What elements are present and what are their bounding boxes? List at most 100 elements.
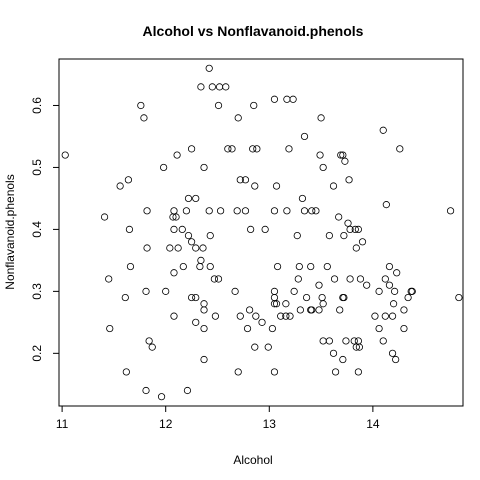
data-point	[283, 95, 291, 103]
data-point	[270, 293, 279, 302]
data-point	[400, 306, 408, 314]
data-point	[200, 324, 208, 333]
data-point	[246, 306, 254, 314]
data-point	[354, 368, 362, 376]
data-point	[272, 182, 281, 190]
data-point	[183, 386, 192, 395]
data-point	[315, 281, 323, 289]
data-point	[325, 337, 333, 345]
data-point	[316, 151, 324, 159]
data-point	[61, 151, 69, 159]
data-point	[296, 306, 304, 314]
data-point	[300, 207, 309, 215]
data-point	[160, 163, 168, 172]
data-point	[253, 145, 261, 153]
data-point	[300, 132, 309, 141]
data-point	[182, 207, 191, 215]
data-point	[323, 262, 331, 271]
data-point	[252, 312, 260, 320]
data-point	[222, 83, 230, 91]
data-point	[330, 275, 339, 283]
data-point	[289, 95, 297, 103]
data-point	[250, 101, 258, 110]
data-point	[142, 386, 150, 395]
data-point	[331, 368, 340, 376]
data-point	[341, 157, 349, 165]
y-axis-label: Nonflavanoid.phenols	[3, 174, 17, 289]
data-point	[170, 207, 178, 215]
plot-frame	[58, 58, 464, 407]
data-point	[346, 275, 354, 283]
data-point	[391, 287, 399, 295]
data-point	[308, 306, 316, 314]
data-point	[329, 349, 338, 357]
y-tick-label: 0.4	[30, 221, 44, 238]
data-point	[329, 182, 338, 190]
data-point	[231, 287, 239, 295]
data-point	[375, 324, 383, 333]
data-point	[340, 231, 348, 240]
data-point	[142, 287, 150, 295]
data-point	[388, 349, 397, 357]
data-point	[199, 244, 207, 252]
data-point	[354, 225, 362, 234]
data-point	[200, 300, 208, 308]
data-point	[385, 262, 394, 271]
data-point	[315, 306, 323, 314]
data-point	[173, 151, 181, 159]
data-point	[295, 262, 303, 271]
data-point	[342, 337, 350, 345]
x-axis-label: Alcohol	[233, 453, 272, 467]
data-point	[200, 355, 208, 364]
data-point	[340, 293, 348, 302]
x-tick-label: 12	[159, 417, 173, 431]
data-point	[137, 101, 145, 110]
data-point	[282, 312, 290, 320]
data-point	[205, 207, 213, 215]
data-point	[206, 262, 214, 271]
data-point	[187, 145, 196, 153]
data-point	[170, 269, 178, 277]
data-point	[116, 182, 124, 190]
data-points	[61, 64, 463, 401]
data-point	[404, 293, 412, 302]
data-point	[234, 114, 242, 122]
data-point	[270, 287, 279, 295]
data-point	[312, 207, 320, 215]
data-point	[251, 182, 259, 190]
data-point	[236, 312, 244, 320]
data-point	[270, 207, 279, 215]
data-point	[379, 337, 387, 345]
data-point	[282, 300, 290, 308]
x-tick-label: 11	[56, 417, 69, 431]
data-point	[355, 343, 364, 351]
data-point	[197, 83, 205, 91]
data-point	[352, 244, 360, 252]
data-point	[172, 213, 180, 221]
data-point	[385, 281, 394, 289]
data-point	[381, 312, 389, 320]
data-point	[208, 83, 216, 91]
data-point	[319, 337, 327, 345]
data-point	[174, 244, 182, 252]
data-point	[261, 225, 269, 234]
data-point	[273, 262, 282, 271]
data-point	[184, 231, 193, 240]
data-point	[241, 207, 250, 215]
y-tick-label: 0.5	[30, 159, 44, 176]
data-point	[354, 337, 362, 345]
data-point	[100, 213, 109, 221]
data-point	[184, 194, 193, 203]
data-point	[170, 225, 178, 234]
data-point	[179, 262, 187, 271]
data-point	[455, 293, 463, 302]
data-point	[318, 293, 326, 302]
data-point	[211, 312, 220, 320]
data-point	[143, 244, 151, 252]
data-point	[325, 231, 333, 240]
data-point	[270, 300, 279, 308]
data-point	[122, 368, 130, 376]
data-point	[214, 101, 223, 110]
data-point	[272, 300, 281, 308]
